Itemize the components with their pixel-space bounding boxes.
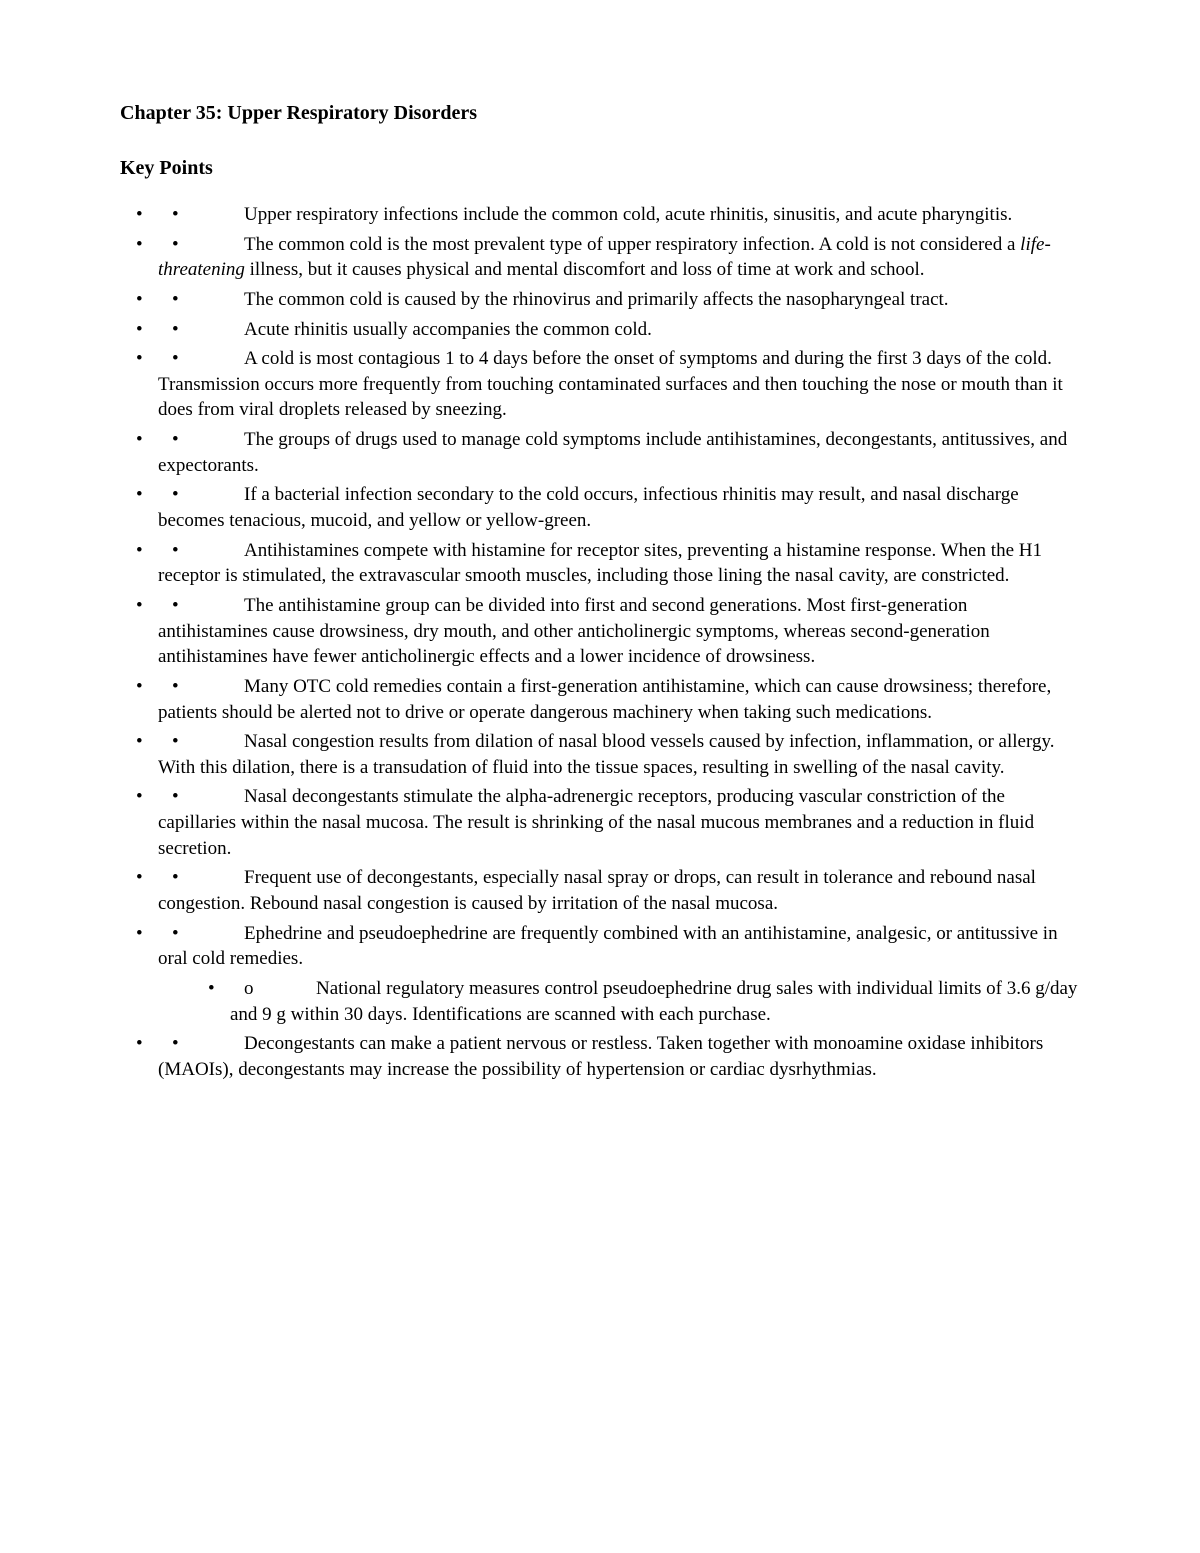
inner-bullet-icon: • xyxy=(158,202,244,228)
inner-bullet-icon: • xyxy=(158,317,244,343)
item-text: Nasal congestion results from dilation o… xyxy=(158,731,1054,778)
list-item: •Antihistamines compete with histamine f… xyxy=(158,538,1080,589)
sub-list: oNational regulatory measures control ps… xyxy=(158,976,1080,1027)
item-text: Acute rhinitis usually accompanies the c… xyxy=(244,319,652,340)
item-text: Ephedrine and pseudoephedrine are freque… xyxy=(158,923,1058,970)
inner-bullet-icon: • xyxy=(158,784,244,810)
inner-bullet-icon: • xyxy=(158,921,244,947)
list-item: •Nasal decongestants stimulate the alpha… xyxy=(158,784,1080,861)
inner-bullet-icon: • xyxy=(158,729,244,755)
list-item: •Upper respiratory infections include th… xyxy=(158,202,1080,228)
section-title: Key Points xyxy=(120,155,1080,182)
sub-list-item: oNational regulatory measures control ps… xyxy=(230,976,1080,1027)
list-item: •The common cold is caused by the rhinov… xyxy=(158,287,1080,313)
list-item: •Many OTC cold remedies contain a first-… xyxy=(158,674,1080,725)
item-text: The antihistamine group can be divided i… xyxy=(158,595,990,667)
item-text: Frequent use of decongestants, especiall… xyxy=(158,867,1036,914)
inner-bullet-icon: • xyxy=(158,232,244,258)
list-item: •If a bacterial infection secondary to t… xyxy=(158,482,1080,533)
item-text: Many OTC cold remedies contain a first-g… xyxy=(158,676,1051,723)
inner-bullet-icon: • xyxy=(158,427,244,453)
list-item: •The antihistamine group can be divided … xyxy=(158,593,1080,670)
item-text: illness, but it causes physical and ment… xyxy=(245,259,925,280)
item-text: Upper respiratory infections include the… xyxy=(244,204,1012,225)
item-text: If a bacterial infection secondary to th… xyxy=(158,484,1019,531)
inner-bullet-icon: • xyxy=(158,1031,244,1057)
inner-bullet-icon: • xyxy=(158,674,244,700)
inner-bullet-icon: • xyxy=(158,593,244,619)
inner-bullet-icon: • xyxy=(158,287,244,313)
chapter-title: Chapter 35: Upper Respiratory Disorders xyxy=(120,100,1080,127)
item-text: The common cold is caused by the rhinovi… xyxy=(244,289,949,310)
sub-item-text: National regulatory measures control pse… xyxy=(230,978,1077,1025)
list-item: •Decongestants can make a patient nervou… xyxy=(158,1031,1080,1082)
list-item: •The groups of drugs used to manage cold… xyxy=(158,427,1080,478)
item-text: The groups of drugs used to manage cold … xyxy=(158,429,1067,476)
inner-bullet-icon: • xyxy=(158,538,244,564)
list-item: •A cold is most contagious 1 to 4 days b… xyxy=(158,346,1080,423)
key-points-list: •Upper respiratory infections include th… xyxy=(120,202,1080,1083)
item-text: A cold is most contagious 1 to 4 days be… xyxy=(158,348,1063,420)
list-item: •The common cold is the most prevalent t… xyxy=(158,232,1080,283)
item-text: The common cold is the most prevalent ty… xyxy=(244,234,1020,255)
list-item: •Ephedrine and pseudoephedrine are frequ… xyxy=(158,921,1080,1028)
item-text: Nasal decongestants stimulate the alpha-… xyxy=(158,786,1034,858)
item-text: Decongestants can make a patient nervous… xyxy=(158,1033,1043,1080)
list-item: •Nasal congestion results from dilation … xyxy=(158,729,1080,780)
sub-marker-icon: o xyxy=(230,976,316,1002)
list-item: •Acute rhinitis usually accompanies the … xyxy=(158,317,1080,343)
inner-bullet-icon: • xyxy=(158,865,244,891)
inner-bullet-icon: • xyxy=(158,482,244,508)
list-item: •Frequent use of decongestants, especial… xyxy=(158,865,1080,916)
inner-bullet-icon: • xyxy=(158,346,244,372)
item-text: Antihistamines compete with histamine fo… xyxy=(158,540,1042,587)
